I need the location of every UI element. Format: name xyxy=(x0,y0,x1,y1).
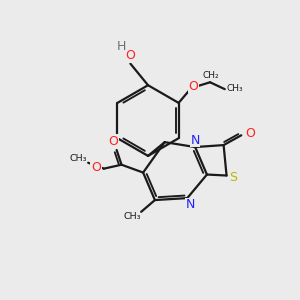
Text: H: H xyxy=(117,40,126,53)
Text: O: O xyxy=(91,161,101,174)
Text: N: N xyxy=(190,134,200,147)
Text: O: O xyxy=(109,135,118,148)
Text: O: O xyxy=(245,127,255,140)
Text: CH₂: CH₂ xyxy=(203,71,219,80)
Text: S: S xyxy=(230,171,237,184)
Text: CH₃: CH₃ xyxy=(124,212,141,221)
Text: O: O xyxy=(188,80,198,93)
Text: O: O xyxy=(125,49,135,62)
Text: CH₃: CH₃ xyxy=(226,84,243,93)
Text: N: N xyxy=(186,199,195,212)
Text: CH₃: CH₃ xyxy=(70,154,87,163)
